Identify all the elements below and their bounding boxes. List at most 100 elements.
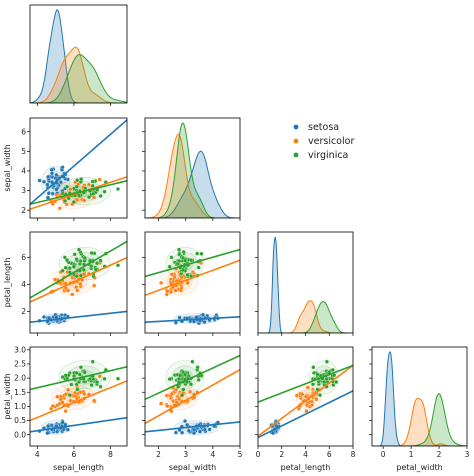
y-tick-label: 3 [21, 186, 26, 195]
point-virginica [115, 263, 121, 268]
x-tick-label: 1 [409, 450, 414, 459]
point-versicolor [314, 397, 319, 402]
point-versicolor [78, 281, 83, 286]
panels-layer: 2 3 4 5 6 sepal_width 2 4 6 petal_length 4 6 8 0.0 0.5… [3, 4, 470, 472]
point-virginica [78, 258, 83, 264]
point-virginica [89, 250, 94, 256]
point-versicolor [174, 278, 179, 283]
panel-petal_length-vs-petal_length [255, 231, 354, 336]
x-tick-label: 3 [183, 450, 188, 459]
point-setosa [197, 429, 203, 434]
point-setosa [207, 427, 212, 432]
x-tick-label: 4 [303, 450, 308, 459]
point-versicolor [188, 389, 193, 394]
regression-line-virginica [145, 354, 240, 401]
point-setosa [45, 431, 50, 436]
point-versicolor [75, 197, 80, 202]
point-virginica [185, 272, 190, 277]
point-versicolor [68, 398, 73, 403]
point-virginica [69, 382, 74, 387]
regression-line-setosa [145, 421, 240, 433]
x-axis-label: sepal_width [169, 463, 216, 472]
kde-virginica [258, 301, 353, 333]
regression-line-versicolor [145, 368, 240, 425]
point-versicolor [169, 391, 174, 396]
x-tick-label: 3 [465, 450, 470, 459]
kde-virginica [145, 122, 240, 218]
panel-petal_width-vs-petal_width: 0 1 2 3 petal_width [369, 346, 470, 472]
plot-area [145, 122, 240, 218]
plot-area [30, 359, 127, 436]
point-versicolor [300, 392, 305, 397]
kde-setosa [372, 351, 467, 446]
point-versicolor [179, 286, 184, 291]
point-setosa [41, 179, 47, 184]
point-versicolor [63, 392, 68, 397]
x-tick-label: 6 [72, 450, 77, 459]
panel-frame [29, 4, 128, 104]
point-versicolor [173, 288, 178, 293]
point-setosa [54, 187, 59, 192]
point-versicolor [50, 403, 55, 409]
point-setosa [200, 312, 206, 317]
y-axis-label: petal_width [3, 373, 12, 419]
point-virginica [310, 382, 316, 387]
point-virginica [115, 186, 121, 192]
point-versicolor [97, 177, 102, 182]
point-virginica [331, 382, 336, 388]
x-tick-label: 5 [238, 450, 243, 459]
point-versicolor [74, 285, 79, 290]
point-virginica [62, 198, 67, 203]
point-setosa [45, 182, 50, 187]
point-versicolor [185, 281, 190, 286]
point-virginica [324, 377, 329, 382]
panel-petal_width-vs-petal_length: 0 2 4 6 8 petal_length [255, 346, 356, 472]
plot-area [372, 351, 467, 446]
point-virginica [324, 359, 329, 364]
legend-label-virginica: virginica [308, 150, 348, 161]
point-versicolor [97, 374, 102, 379]
kde-versicolor [145, 133, 240, 218]
point-setosa [46, 174, 51, 179]
y-tick-label: 0.5 [14, 416, 26, 425]
point-virginica [81, 267, 86, 272]
point-virginica [177, 258, 182, 264]
regression-line-virginica [145, 248, 240, 278]
point-setosa [49, 167, 54, 172]
point-virginica [180, 267, 185, 272]
point-versicolor [86, 182, 91, 187]
y-tick-label: 4 [21, 167, 26, 176]
point-virginica [167, 377, 172, 382]
point-virginica [98, 384, 103, 389]
x-axis-label: sepal_length [53, 463, 104, 472]
kde-virginica [372, 393, 467, 446]
point-virginica [63, 265, 68, 270]
point-virginica [72, 252, 77, 257]
point-setosa [186, 428, 191, 433]
point-virginica [322, 380, 327, 385]
regression-line-setosa [30, 310, 127, 324]
x-tick-label: 4 [35, 450, 40, 459]
plot-area [258, 359, 353, 439]
point-virginica [180, 393, 185, 398]
point-versicolor [82, 198, 87, 203]
panel-frame [29, 231, 128, 334]
point-versicolor [165, 289, 170, 294]
point-versicolor [174, 400, 179, 405]
plot-area [30, 240, 127, 326]
y-tick-label: 6 [21, 127, 26, 136]
y-tick-label: 5 [21, 147, 26, 156]
point-versicolor [179, 275, 184, 280]
point-virginica [169, 255, 174, 260]
plot-area [258, 236, 353, 333]
point-setosa [49, 171, 55, 176]
point-versicolor [68, 187, 73, 192]
point-versicolor [176, 396, 181, 401]
regression-line-versicolor [145, 259, 240, 297]
point-versicolor [174, 387, 179, 392]
point-setosa [37, 178, 42, 183]
point-setosa [180, 430, 185, 435]
point-virginica [176, 247, 182, 252]
point-setosa [270, 431, 275, 436]
panel-petal_length-vs-sepal_length: 2 4 6 petal_length [3, 231, 128, 336]
